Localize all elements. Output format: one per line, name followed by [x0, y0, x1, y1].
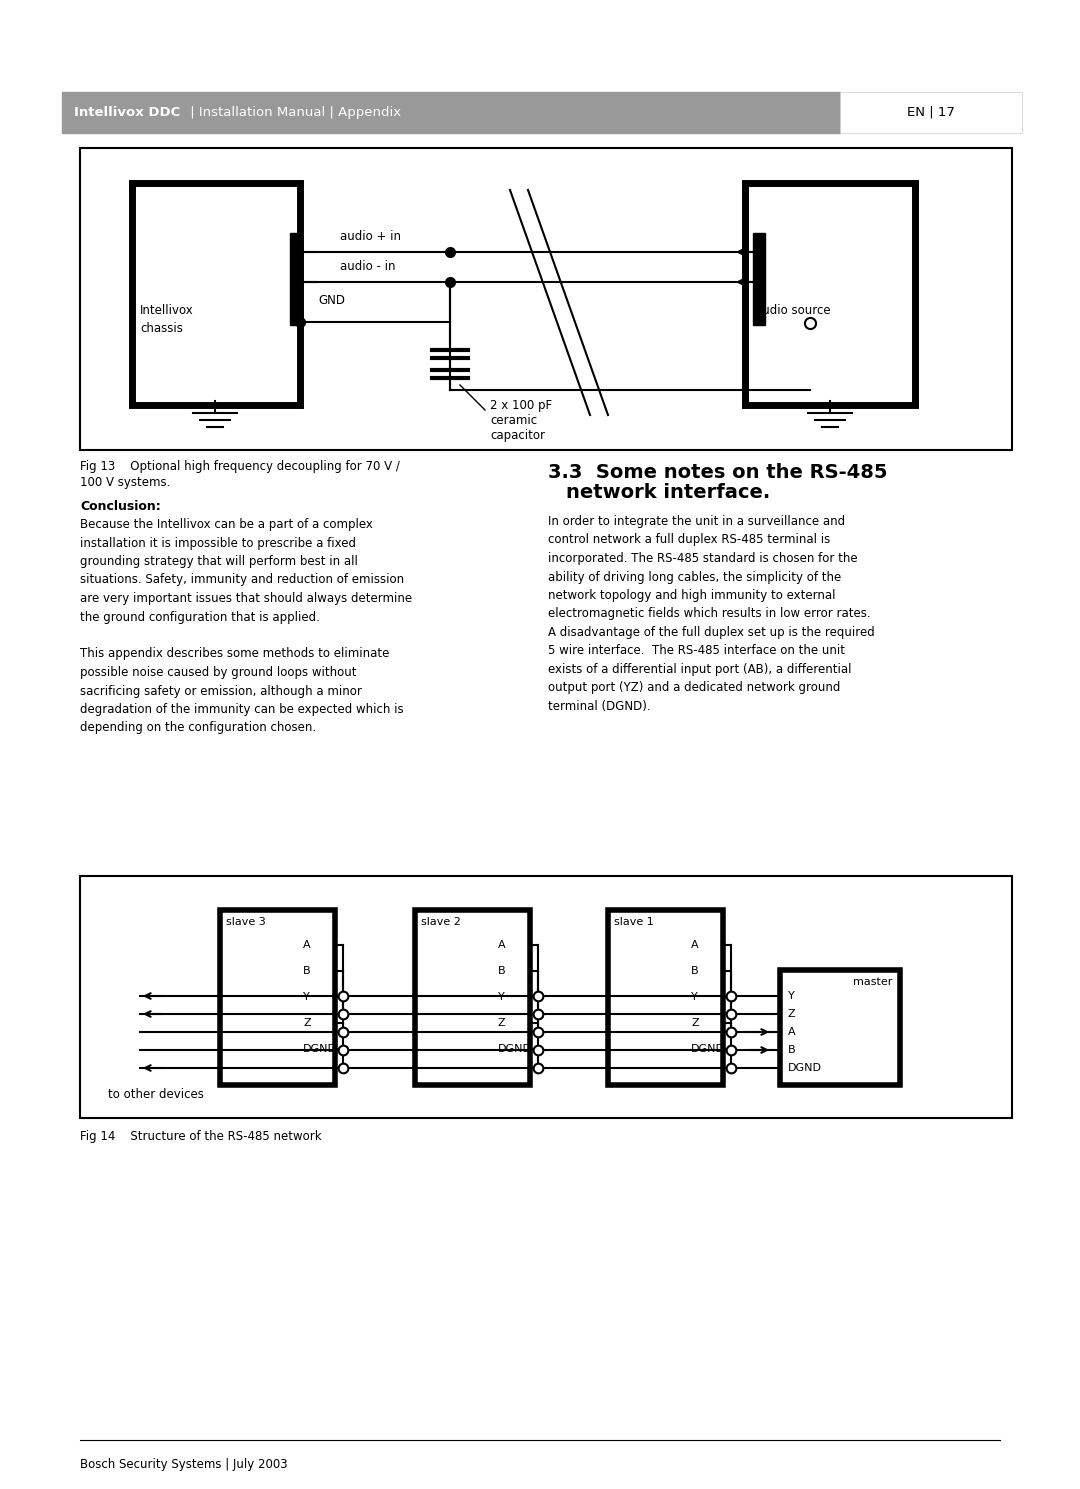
Text: A: A	[498, 940, 505, 950]
Text: chassis: chassis	[140, 322, 183, 335]
Text: A: A	[303, 940, 311, 950]
Text: 2 x 100 pF: 2 x 100 pF	[490, 399, 552, 411]
Bar	[780, 969, 900, 1085]
Text: audio source: audio source	[755, 304, 831, 317]
Text: audio - in: audio - in	[340, 261, 395, 274]
Text: DGND: DGND	[498, 1044, 532, 1054]
Text: Z: Z	[498, 1018, 505, 1027]
Bar	[62, 92, 840, 133]
Text: Conclusion:: Conclusion:	[80, 500, 161, 514]
Text: | Installation Manual | Appendix: | Installation Manual | Appendix	[186, 106, 401, 119]
Text: Y: Y	[303, 992, 310, 1002]
Text: master: master	[852, 977, 892, 987]
Text: DGND: DGND	[303, 1044, 337, 1054]
Bar	[608, 910, 723, 1085]
Bar	[80, 876, 1012, 1118]
Text: Fig 13    Optional high frequency decoupling for 70 V /: Fig 13 Optional high frequency decouplin…	[80, 460, 400, 474]
Text: Y: Y	[498, 992, 504, 1002]
Bar	[291, 232, 302, 325]
Bar	[415, 910, 530, 1085]
Text: Y: Y	[691, 992, 698, 1002]
Text: DGND: DGND	[788, 1063, 822, 1074]
Text: Z: Z	[303, 1018, 311, 1027]
Text: network interface.: network interface.	[566, 482, 770, 502]
Text: Intellivox: Intellivox	[140, 304, 193, 317]
Text: Z: Z	[691, 1018, 699, 1027]
Text: audio + in: audio + in	[340, 231, 401, 244]
Text: B: B	[788, 1045, 796, 1056]
Text: to other devices: to other devices	[108, 1088, 204, 1102]
Text: A: A	[691, 940, 699, 950]
Text: B: B	[498, 966, 505, 975]
Text: In order to integrate the unit in a surveillance and
control network a full dupl: In order to integrate the unit in a surv…	[548, 515, 875, 713]
Text: Bosch Security Systems | July 2003: Bosch Security Systems | July 2003	[80, 1458, 287, 1471]
Text: Because the Intellivox can be a part of a complex
installation it is impossible : Because the Intellivox can be a part of …	[80, 518, 413, 734]
Bar	[745, 183, 915, 405]
Text: A: A	[788, 1027, 796, 1036]
Bar	[80, 147, 1012, 450]
Text: 100 V systems.: 100 V systems.	[80, 476, 171, 488]
Text: slave 2: slave 2	[421, 917, 461, 928]
Text: DGND: DGND	[691, 1044, 725, 1054]
Text: Intellivox DDC: Intellivox DDC	[75, 106, 180, 119]
Text: 3.3  Some notes on the RS-485: 3.3 Some notes on the RS-485	[548, 463, 888, 482]
Text: slave 1: slave 1	[615, 917, 653, 928]
Text: B: B	[303, 966, 311, 975]
Text: ceramic: ceramic	[490, 414, 537, 426]
Text: B: B	[691, 966, 699, 975]
Text: Z: Z	[788, 1010, 796, 1018]
Bar	[753, 232, 765, 325]
Bar	[840, 92, 1022, 133]
Text: slave 3: slave 3	[226, 917, 266, 928]
Text: GND: GND	[318, 293, 345, 307]
Text: Y: Y	[788, 992, 795, 1001]
Text: EN | 17: EN | 17	[907, 106, 955, 119]
Text: Fig 14    Structure of the RS-485 network: Fig 14 Structure of the RS-485 network	[80, 1130, 322, 1144]
Text: capacitor: capacitor	[490, 429, 545, 442]
Bar	[220, 910, 335, 1085]
Bar	[132, 183, 300, 405]
